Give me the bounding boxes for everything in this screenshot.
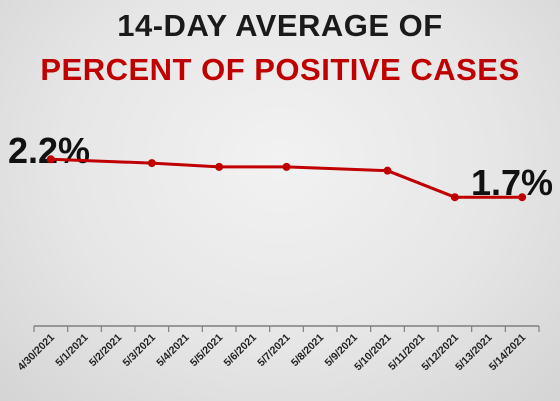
x-tick-label: 4/30/2021 <box>15 332 57 374</box>
x-tick-label: 5/3/2021 <box>121 332 158 369</box>
data-point <box>215 162 224 171</box>
chart-subtitle: PERCENT OF POSITIVE CASES <box>40 52 520 87</box>
x-tick-label: 5/14/2021 <box>487 332 529 374</box>
x-tick-label: 5/1/2021 <box>53 332 90 369</box>
start-value-label: 2.2% <box>8 130 91 171</box>
data-point <box>450 193 459 202</box>
data-point <box>46 155 55 164</box>
x-tick-label: 5/2/2021 <box>87 332 124 369</box>
chart-title: 14-DAY AVERAGE OF <box>117 8 443 43</box>
x-tick-label: 5/6/2021 <box>222 332 259 369</box>
x-tick-label: 5/8/2021 <box>289 332 326 369</box>
data-point <box>383 166 392 175</box>
x-tick-label: 5/4/2021 <box>154 332 191 369</box>
data-point <box>282 162 291 171</box>
data-point <box>518 193 527 202</box>
data-point <box>147 159 156 168</box>
x-tick-label: 5/5/2021 <box>188 332 225 369</box>
x-tick-label: 5/7/2021 <box>255 332 292 369</box>
